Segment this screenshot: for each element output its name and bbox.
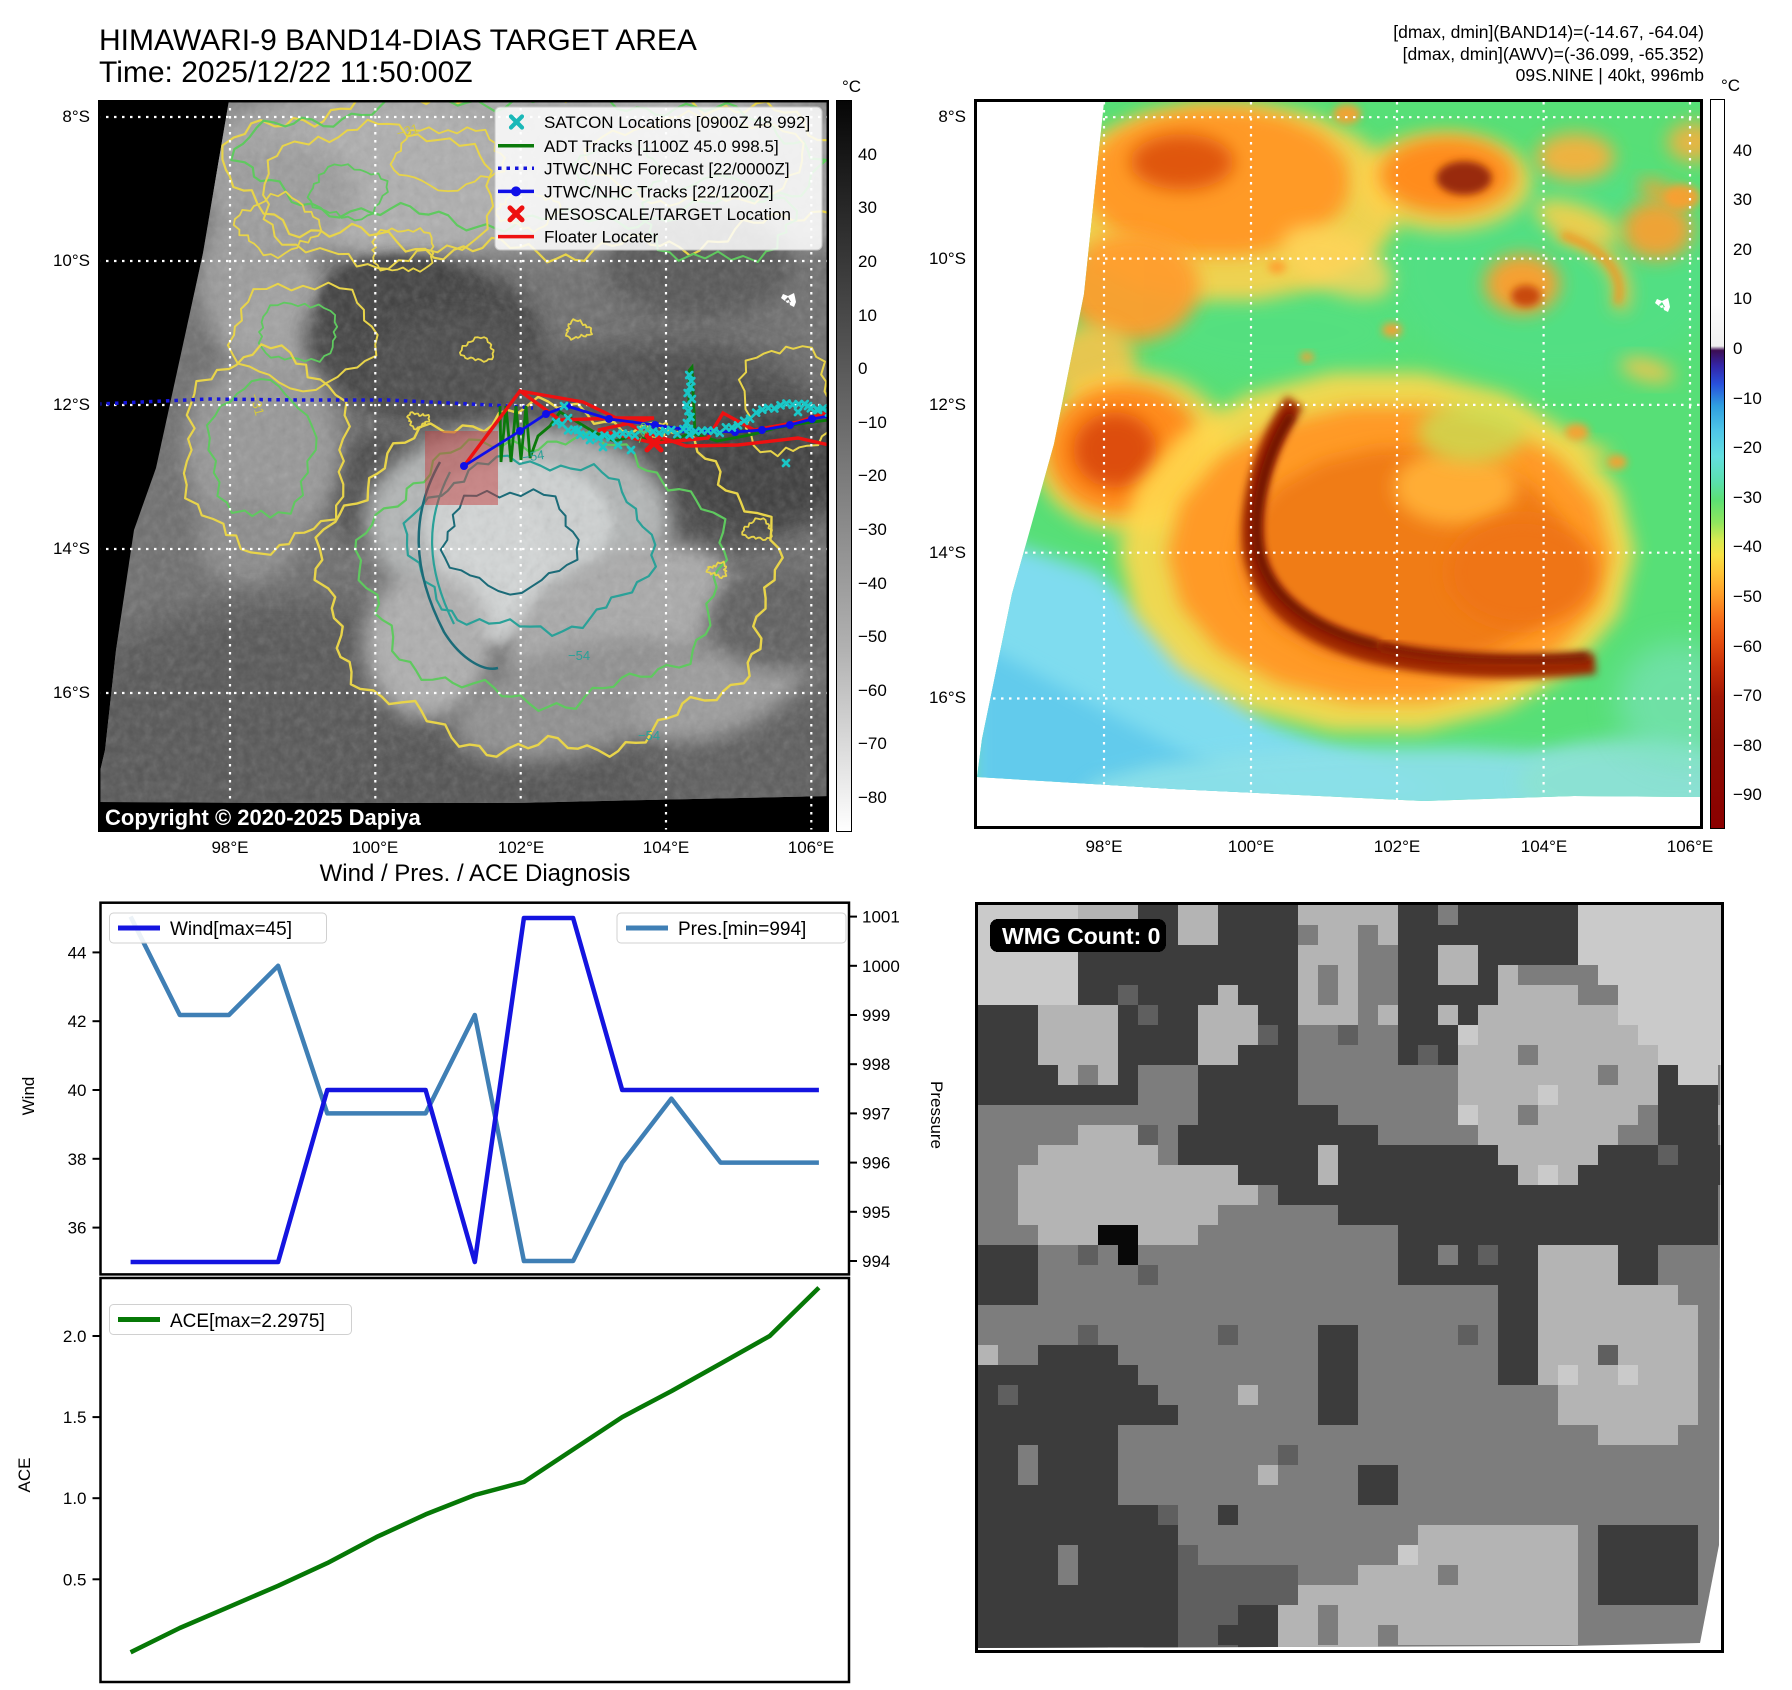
svg-text:999: 999 (862, 1006, 890, 1025)
svg-text:1000: 1000 (862, 957, 900, 976)
svg-text:MESOSCALE/TARGET Location: MESOSCALE/TARGET Location (544, 205, 791, 224)
svg-text:ACE: ACE (15, 1458, 34, 1493)
svg-text:ACE[max=2.2975]: ACE[max=2.2975] (170, 1311, 325, 1332)
svg-text:ADT Tracks [1100Z 45.0 998.5]: ADT Tracks [1100Z 45.0 998.5] (544, 137, 779, 156)
svg-text:1001: 1001 (862, 908, 900, 927)
svg-text:JTWC/NHC Tracks [22/1200Z]: JTWC/NHC Tracks [22/1200Z] (544, 182, 774, 201)
svg-text:997: 997 (862, 1104, 890, 1123)
svg-text:Pressure: Pressure (927, 1081, 946, 1149)
svg-text:−31: −31 (395, 121, 420, 141)
svg-text:40: 40 (68, 1081, 87, 1100)
svg-text:−31: −31 (247, 392, 267, 417)
svg-text:−54: −54 (568, 648, 590, 663)
svg-text:998: 998 (862, 1055, 890, 1074)
svg-text:44: 44 (68, 943, 87, 962)
svg-text:WMG Count: 0: WMG Count: 0 (1002, 923, 1160, 949)
svg-text:38: 38 (68, 1150, 87, 1169)
svg-text:1.0: 1.0 (63, 1489, 87, 1508)
svg-text:−54: −54 (521, 447, 545, 465)
svg-text:0.5: 0.5 (63, 1570, 87, 1589)
svg-text:1.5: 1.5 (63, 1408, 87, 1427)
svg-text:−54: −54 (638, 728, 660, 743)
svg-text:JTWC/NHC Forecast [22/0000Z]: JTWC/NHC Forecast [22/0000Z] (544, 159, 790, 178)
svg-text:Wind[max=45]: Wind[max=45] (170, 919, 292, 940)
svg-text:42: 42 (68, 1012, 87, 1031)
svg-text:995: 995 (862, 1203, 890, 1222)
svg-text:−42: −42 (632, 420, 654, 446)
svg-text:Floater Locater: Floater Locater (544, 228, 659, 247)
svg-text:Copyright © 2020-2025 Dapiya: Copyright © 2020-2025 Dapiya (105, 805, 422, 830)
svg-text:2.0: 2.0 (63, 1327, 87, 1346)
svg-text:994: 994 (862, 1252, 890, 1271)
svg-text:36: 36 (68, 1219, 87, 1238)
svg-text:Wind: Wind (19, 1077, 38, 1116)
svg-text:996: 996 (862, 1154, 890, 1173)
svg-text:SATCON Locations [0900Z 48 992: SATCON Locations [0900Z 48 992] (544, 113, 810, 132)
svg-text:Pres.[min=994]: Pres.[min=994] (678, 919, 806, 940)
